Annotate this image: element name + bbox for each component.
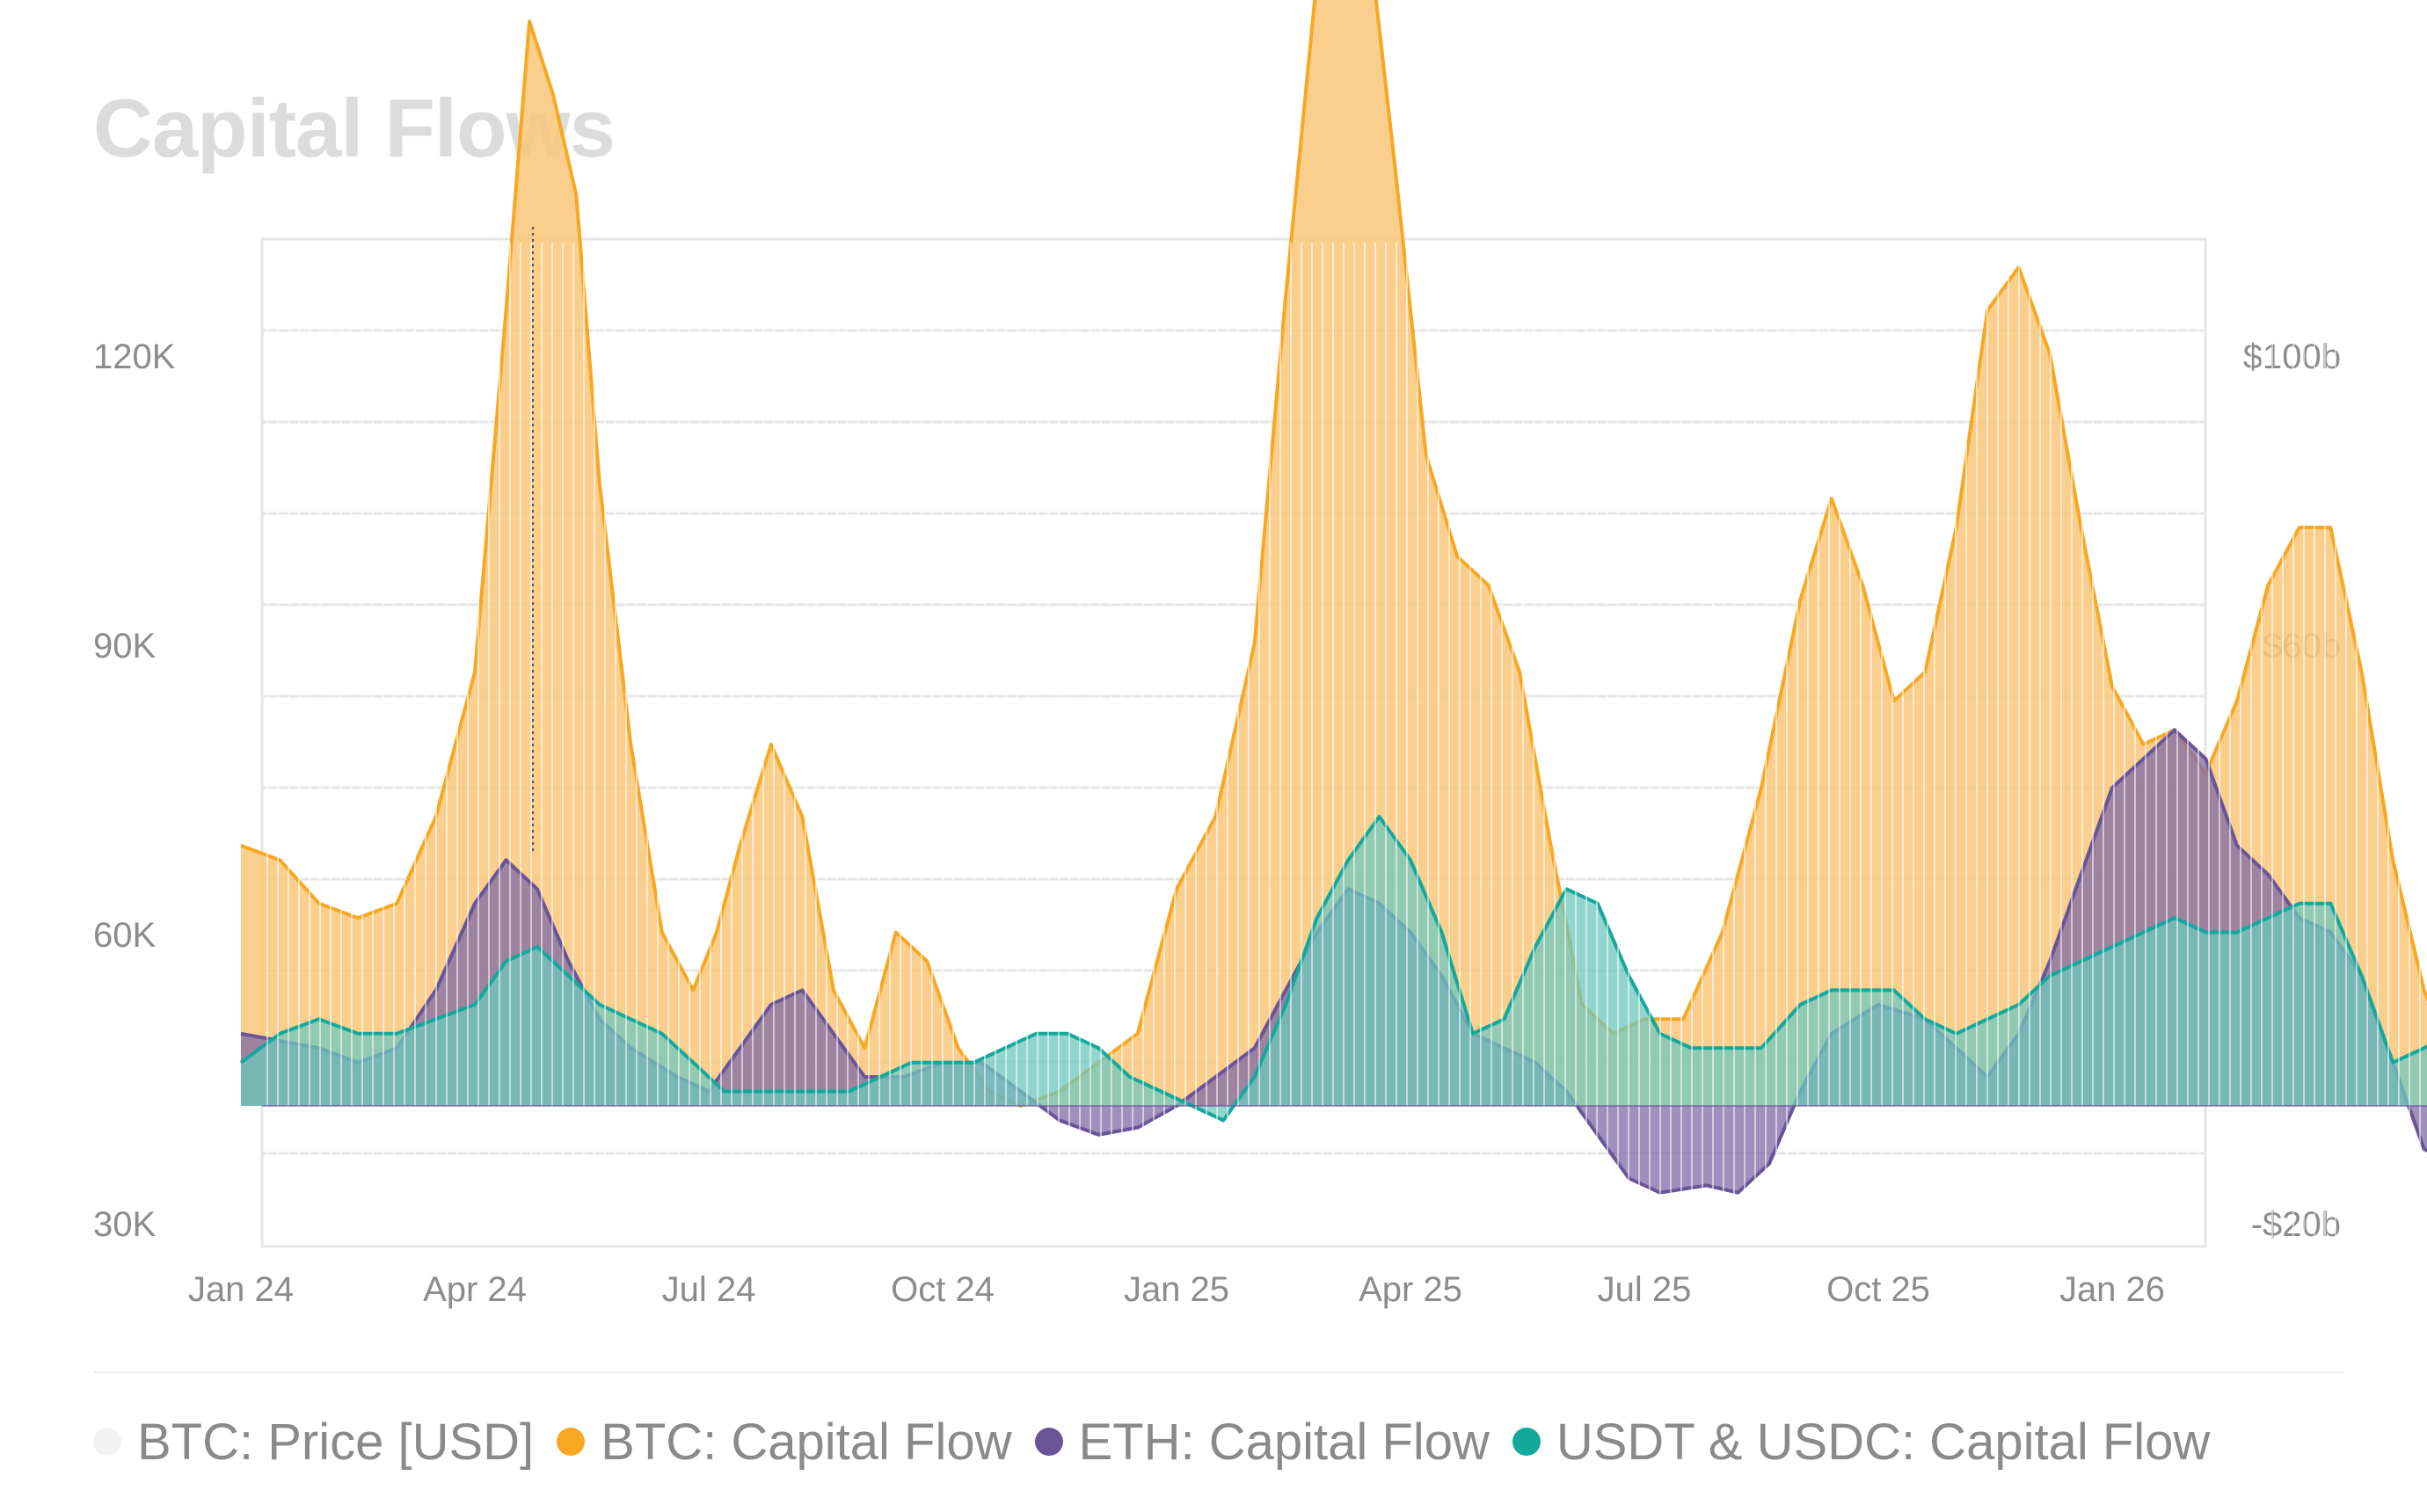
legend: BTC: Price [USD] BTC: Capital Flow ETH: … [93, 1407, 2233, 1477]
legend-label-btc-capital-flow: BTC: Capital Flow [601, 1413, 1012, 1471]
x-tick-label-6: Jul 25 [1598, 1270, 1692, 1309]
x-tick-label-0: Jan 24 [188, 1270, 294, 1309]
x-tick-label-2: Jul 24 [662, 1270, 756, 1309]
x-tick-label-4: Jan 25 [1124, 1270, 1229, 1309]
x-tick-label-3: Oct 24 [891, 1270, 995, 1309]
legend-dot-btc-capital-flow [557, 1428, 586, 1456]
legend-dot-eth-capital-flow [1034, 1428, 1063, 1456]
legend-label-usdt-usdc-capital-flow: USDT & USDC: Capital Flow [1556, 1413, 2211, 1471]
left-tick-label-3: 120K [93, 338, 176, 376]
x-tick-label-7: Oct 25 [1826, 1270, 1930, 1309]
series-line-2 [239, 815, 2427, 1123]
legend-item-eth-capital-flow[interactable]: ETH: Capital Flow [1034, 1413, 1490, 1472]
left-tick-label-0: 30K [93, 1205, 156, 1244]
legend-dot-usdt-usdc-capital-flow [1512, 1428, 1541, 1456]
right-tick-label-3: $100b [2243, 338, 2341, 376]
x-tick-label-1: Apr 24 [423, 1270, 527, 1309]
legend-dot-btc-price [93, 1428, 121, 1456]
x-tick-label-8: Jan 26 [2059, 1270, 2165, 1309]
legend-label-eth-capital-flow: ETH: Capital Flow [1078, 1413, 1490, 1471]
right-tick-label-0: -$20b [2251, 1205, 2341, 1244]
legend-item-btc-capital-flow[interactable]: BTC: Capital Flow [557, 1413, 1012, 1472]
left-tick-label-1: 60K [93, 916, 156, 955]
legend-item-usdt-usdc-capital-flow[interactable]: USDT & USDC: Capital Flow [1512, 1413, 2210, 1472]
x-tick-label-5: Apr 25 [1359, 1270, 1462, 1309]
left-tick-label-2: 90K [93, 627, 156, 665]
series-line-0 [240, 0, 2427, 1108]
legend-item-btc-price[interactable]: BTC: Price [USD] [93, 1413, 534, 1472]
legend-divider [93, 1371, 2344, 1373]
legend-label-btc-price: BTC: Price [USD] [137, 1413, 535, 1471]
plot-frame [260, 237, 2207, 1248]
